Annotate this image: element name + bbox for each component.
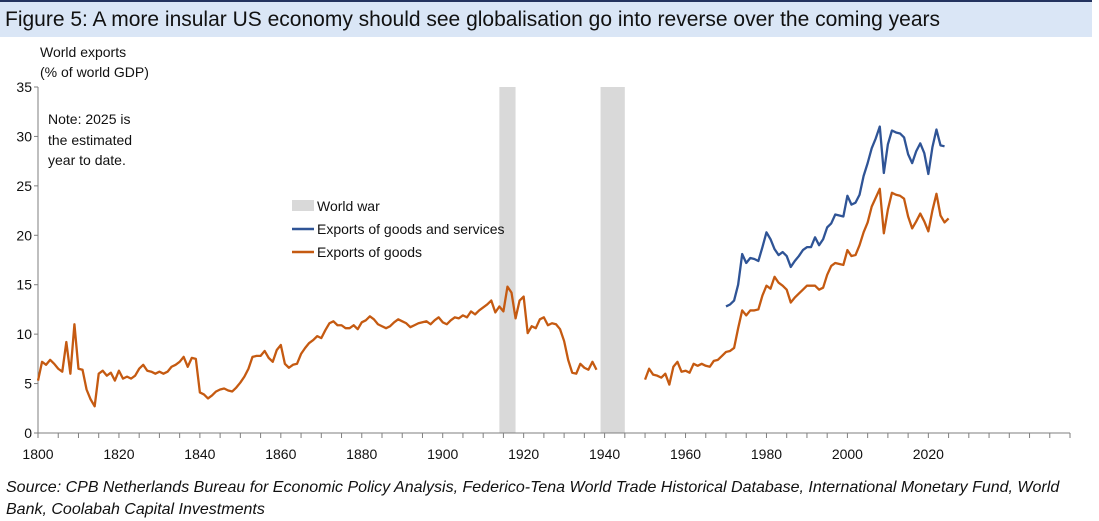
y-tick-label-5: 5	[24, 376, 32, 392]
y-axis-label-line-2: (% of world GDP)	[40, 64, 149, 80]
x-tick-label-1900: 1900	[427, 446, 458, 462]
note-line-3: year to date.	[48, 152, 126, 168]
series-line-goods-segment-1	[643, 187, 950, 386]
y-tick-label-25: 25	[16, 178, 32, 194]
war-band-1914	[499, 87, 516, 433]
source-note: Source: CPB Netherlands Bureau for Econo…	[6, 479, 1060, 518]
war-band-1939	[600, 87, 625, 433]
x-tick-label-1860: 1860	[265, 446, 296, 462]
note-line-1: Note: 2025 is	[48, 111, 131, 127]
line-chart: 0 5 10 15 20 25 30 35 1800 1820 1840 1860 1880 1900 19…	[16, 44, 1071, 462]
legend-swatch-world-war	[292, 200, 314, 211]
chart-title: Figure 5: A more insular US economy shou…	[5, 8, 940, 31]
series-line-goods-services-segment-0	[725, 125, 945, 308]
x-tick-label-1920: 1920	[508, 446, 539, 462]
y-tick-label-30: 30	[16, 128, 32, 144]
x-tick-label-2000: 2000	[832, 446, 863, 462]
x-tick-label-1800: 1800	[22, 446, 53, 462]
y-tick-label-35: 35	[16, 79, 32, 95]
x-tick-label-1820: 1820	[103, 446, 134, 462]
series-line-goods-segment-0	[36, 285, 598, 408]
x-tick-label-1840: 1840	[184, 446, 215, 462]
x-tick-label-1880: 1880	[346, 446, 377, 462]
x-tick-label-1980: 1980	[751, 446, 782, 462]
legend: World war Exports of goods and services …	[292, 198, 505, 260]
y-tick-label-0: 0	[24, 425, 32, 441]
y-axis-label-line-1: World exports	[40, 44, 126, 60]
x-tick-label-1960: 1960	[670, 446, 701, 462]
legend-label-goods: Exports of goods	[317, 244, 422, 260]
legend-label-goods-services: Exports of goods and services	[317, 221, 505, 237]
legend-label-world-war: World war	[317, 198, 380, 214]
note-line-2: the estimated	[48, 132, 132, 148]
x-tick-label-1940: 1940	[589, 446, 620, 462]
x-tick-label-2020: 2020	[913, 446, 944, 462]
title-bar: Figure 5: A more insular US economy shou…	[0, 0, 1092, 37]
y-tick-label-20: 20	[16, 227, 32, 243]
y-tick-label-15: 15	[16, 277, 32, 293]
y-tick-label-10: 10	[16, 326, 32, 342]
